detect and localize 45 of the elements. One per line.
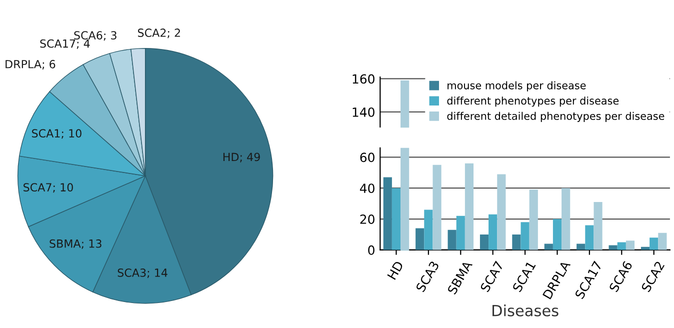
x-axis-title: Diseases	[492, 304, 558, 316]
legend-label: mouse models per disease	[448, 81, 586, 92]
bar	[640, 246, 650, 250]
bar	[552, 219, 562, 250]
x-tick-label: HD	[387, 260, 404, 280]
bar	[529, 190, 538, 250]
bar	[658, 232, 667, 250]
bar	[456, 216, 465, 250]
legend-label: different detailed phenotypes per disease	[447, 112, 664, 122]
y-tick-label: 0	[368, 245, 374, 255]
bar	[448, 230, 456, 250]
slice-label: SBMA; 13	[50, 239, 102, 249]
slice-label: SCA17; 4	[40, 39, 90, 49]
bar	[480, 234, 489, 250]
y-tick-label: 40	[360, 184, 374, 194]
bar	[512, 234, 521, 250]
slice-label: HD; 49	[223, 152, 260, 162]
bar	[626, 240, 635, 250]
slice-label: SCA3; 14	[118, 268, 168, 278]
bar	[650, 238, 658, 250]
bar	[617, 242, 626, 250]
y-tick-label: 160	[352, 74, 374, 84]
slice-label: SCA2; 2	[138, 28, 180, 38]
bar	[497, 174, 506, 250]
slice-label: SCA1; 10	[32, 129, 82, 139]
bar	[432, 164, 442, 250]
slice-label: SCA6; 3	[74, 31, 116, 41]
bar	[594, 202, 602, 250]
bar	[520, 222, 530, 250]
slice-label: DRPLA; 6	[6, 60, 56, 70]
y-tick-label: 20	[360, 214, 374, 224]
y-tick-label: 60	[360, 152, 374, 162]
bar	[585, 225, 594, 250]
bar	[488, 214, 498, 250]
y-tick-label: 140	[352, 107, 374, 117]
bar	[424, 210, 433, 250]
slice-label: SCA7; 10	[24, 183, 73, 193]
legend-label: different phenotypes per disease	[447, 96, 619, 107]
bar	[608, 245, 618, 250]
bar	[544, 244, 553, 250]
bar	[383, 177, 392, 250]
bar	[464, 163, 474, 250]
bar	[562, 188, 570, 250]
bar	[416, 228, 424, 250]
bar	[576, 244, 586, 250]
